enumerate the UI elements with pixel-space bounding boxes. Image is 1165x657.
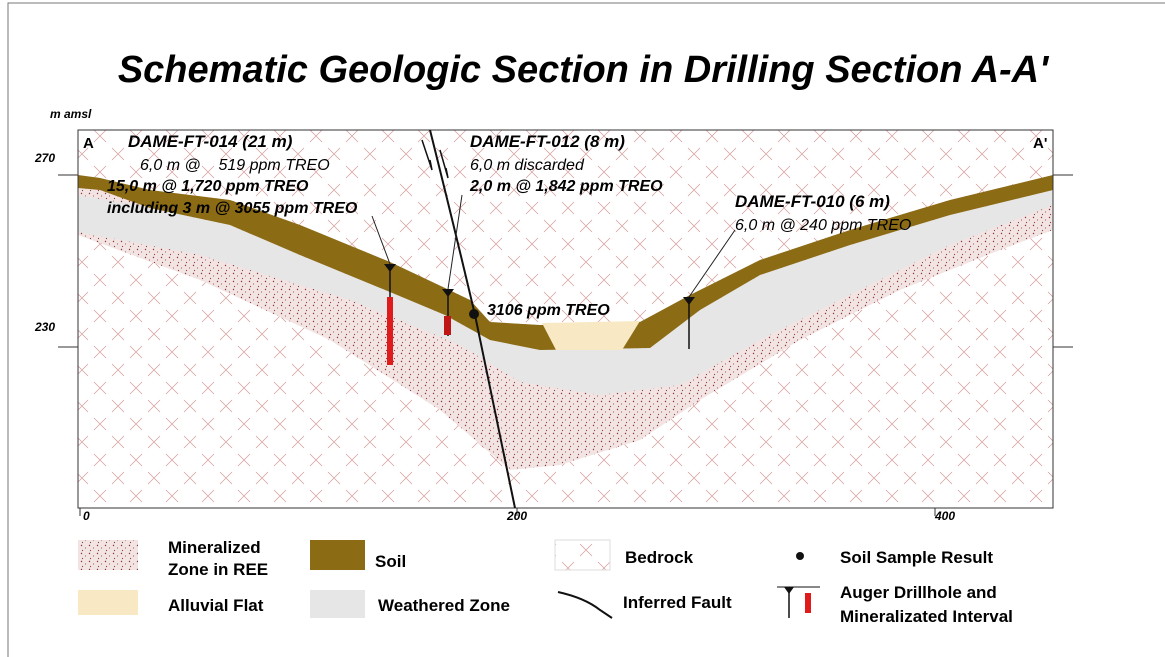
drillhole-result: 2,0 m @ 1,842 ppm TREO <box>469 178 663 195</box>
leader <box>371 215 391 265</box>
legend-swatch <box>310 590 365 618</box>
soil-sample <box>469 309 479 319</box>
interval <box>444 316 451 335</box>
legend-fault <box>557 591 613 619</box>
legend-label: Inferred Fault <box>623 593 732 612</box>
legend-sample <box>796 552 804 560</box>
drillhole-result: 15,0 m @ 1,720 ppm TREO <box>107 178 309 195</box>
interval <box>387 297 393 365</box>
legend-swatch <box>78 540 138 570</box>
alluvial-flat <box>542 321 640 350</box>
legend-label: Bedrock <box>625 548 694 567</box>
drillhole-result: 6,0 m @ 519 ppm TREO <box>140 157 330 174</box>
weathered-zone <box>78 190 1053 395</box>
legend-label: Weathered Zone <box>378 596 510 615</box>
x-label: 200 <box>506 509 527 523</box>
legend-label: Auger Drillhole and <box>840 583 997 602</box>
legend: Mineralized Zone in REE Alluvial Flat So… <box>78 538 1013 626</box>
title: Schematic Geologic Section in Drilling S… <box>118 49 1050 91</box>
section <box>58 129 1073 516</box>
leader <box>447 194 463 290</box>
end-label: A' <box>1033 135 1047 152</box>
drillhole-result: 6,0 m @ 240 ppm TREO <box>735 217 911 234</box>
drillhole-name: DAME-FT-012 (8 m) <box>470 132 625 151</box>
drillhole-name: DAME-FT-014 (21 m) <box>128 132 293 151</box>
section-labels: m amsl A A' 270 230 0 200 400 DAME-FT-01… <box>34 107 1047 523</box>
fault-arrows <box>421 139 449 179</box>
legend-swatch <box>554 539 611 571</box>
legend-drill <box>805 593 811 613</box>
y-label: 270 <box>34 151 55 165</box>
drillhole-result: 6,0 m discarded <box>470 157 585 174</box>
legend-label: Zone in REE <box>168 560 268 579</box>
drillhole-name: DAME-FT-010 (6 m) <box>735 192 890 211</box>
legend-swatch <box>310 540 365 570</box>
legend-label: Soil Sample Result <box>840 548 993 567</box>
legend-label: Mineralized <box>168 538 261 557</box>
legend-swatch <box>78 590 138 615</box>
end-label: A <box>83 135 94 152</box>
leader <box>688 229 736 298</box>
legend-label: Mineralizated Interval <box>840 607 1013 626</box>
y-axis-label: m amsl <box>50 107 92 121</box>
frame <box>7 2 1165 657</box>
drillhole-result: including 3 m @ 3055 ppm TREO <box>107 200 358 217</box>
x-label: 400 <box>934 509 955 523</box>
section-frame <box>77 129 1054 509</box>
legend-label: Soil <box>375 552 406 571</box>
x-label: 0 <box>83 509 90 523</box>
legend-label: Alluvial Flat <box>168 596 264 615</box>
soil-sample-label: 3106 ppm TREO <box>487 302 610 319</box>
y-label: 230 <box>34 320 55 334</box>
